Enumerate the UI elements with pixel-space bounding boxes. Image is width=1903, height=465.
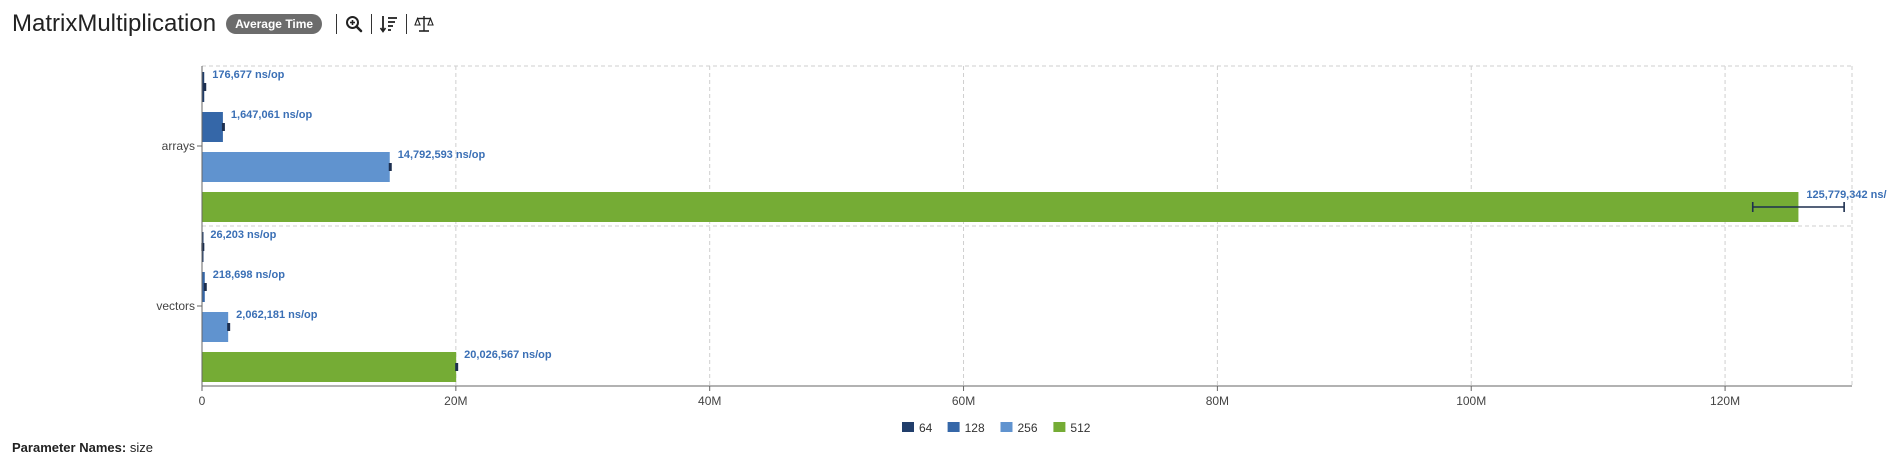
x-tick-label: 60M [952,394,975,408]
bar [202,352,457,382]
bar [202,192,1799,222]
legend-swatch [902,422,914,432]
y-tick-label: arrays [162,139,195,153]
data-label: 2,062,181 ns/op [236,309,318,321]
data-label: 26,203 ns/op [210,229,276,241]
data-label: 20,026,567 ns/op [464,349,552,361]
x-tick-label: 20M [444,394,467,408]
toolbar-separator [406,14,408,34]
parameter-names-label: Parameter Names: [12,440,127,455]
x-tick-label: 80M [1206,394,1229,408]
legend-label: 512 [1070,421,1090,435]
sort-icon[interactable] [378,13,400,35]
error-bar [227,323,231,331]
data-label: 218,698 ns/op [213,269,285,281]
parameter-names: Parameter Names: size [12,440,153,455]
parameter-names-value: size [129,440,153,455]
legend-label: 64 [919,421,933,435]
x-tick-label: 120M [1710,394,1740,408]
toolbar-separator [371,14,373,34]
error-bar [203,83,207,91]
legend-label: 256 [1018,421,1038,435]
error-bar [221,123,225,131]
error-bar [388,163,392,171]
data-label: 176,677 ns/op [212,69,284,81]
error-bar [203,283,207,291]
error-bar [455,363,459,371]
zoom-icon[interactable] [343,13,365,35]
page-title: MatrixMultiplication [12,10,217,37]
y-tick-label: vectors [156,299,195,313]
error-bar [201,243,205,251]
x-tick-label: 40M [698,394,721,408]
data-label: 125,779,342 ns/ [1806,189,1886,201]
bar [202,312,229,342]
data-label: 1,647,061 ns/op [231,109,313,121]
bar [202,72,205,102]
data-label: 14,792,593 ns/op [398,149,486,161]
bar [202,152,390,182]
bar [202,112,223,142]
legend-swatch [1053,422,1066,432]
bar [202,272,205,302]
header: MatrixMultiplication Average Time [12,6,435,42]
mode-badge[interactable]: Average Time [226,14,323,34]
legend-swatch [1000,422,1013,432]
compare-icon[interactable] [413,13,435,35]
legend-label: 128 [965,421,985,435]
legend-swatch [947,422,960,432]
x-tick-label: 0 [199,394,206,408]
x-tick-label: 100M [1456,394,1486,408]
toolbar-separator [336,14,338,34]
